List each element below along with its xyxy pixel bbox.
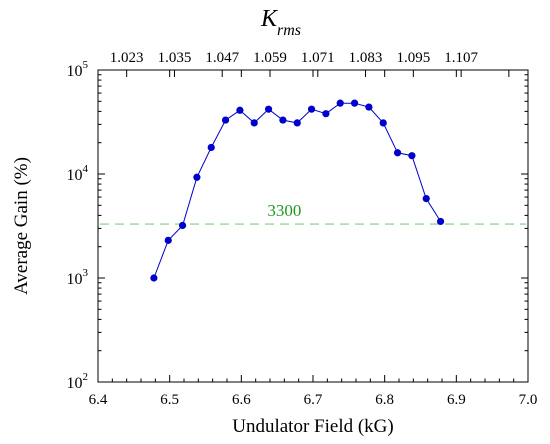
top-tick-label: 1.059 — [253, 50, 287, 66]
top-tick-label: 1.107 — [444, 50, 478, 66]
data-point — [436, 217, 445, 226]
top-tick-label: 1.035 — [158, 50, 192, 66]
y-tick-label: 104 — [67, 163, 89, 184]
data-point — [293, 119, 301, 127]
data-point — [193, 173, 201, 181]
data-point — [164, 236, 172, 244]
x-tick-label: 6.8 — [375, 392, 394, 408]
data-point — [150, 274, 158, 282]
series-line — [153, 102, 442, 279]
top-tick-labels: 1.023 1.035 1.047 1.059 1.071 1.083 1.095 1.107 — [110, 50, 479, 66]
data-point — [264, 105, 273, 113]
data-point — [350, 99, 359, 107]
x-tick-label: 7.0 — [519, 392, 538, 408]
data-point — [221, 116, 230, 124]
data-point — [379, 119, 387, 127]
x-tick-label: 6.7 — [304, 392, 323, 408]
data-point — [322, 110, 330, 118]
data-point — [408, 152, 416, 160]
y-tick-label: 102 — [67, 371, 89, 392]
data-points — [150, 99, 445, 282]
top-tick-label: 1.083 — [349, 50, 383, 66]
x-tick-label: 6.9 — [447, 392, 466, 408]
top-axis-label-subscript: rms — [277, 22, 301, 39]
axis-ticks — [97, 69, 529, 383]
data-point — [422, 195, 430, 203]
reference-line-label: 3300 — [267, 201, 301, 220]
data-point — [250, 119, 258, 127]
y-axis-label: Average Gain (%) — [11, 157, 32, 295]
x-tick-label: 6.4 — [89, 392, 108, 408]
data-point — [178, 221, 187, 230]
y-tick-labels: 102 103 104 105 — [67, 59, 89, 392]
data-point — [236, 106, 244, 114]
data-point — [207, 143, 215, 152]
top-tick-label: 1.071 — [301, 50, 335, 66]
data-point — [336, 99, 344, 107]
y-tick-label: 105 — [67, 59, 89, 80]
top-tick-label: 1.095 — [396, 50, 430, 66]
top-axis-label: Krms — [260, 6, 301, 39]
y-tick-label: 103 — [67, 267, 89, 288]
data-point — [393, 149, 402, 157]
x-tick-label: 6.6 — [232, 392, 251, 408]
x-axis-label: Undulator Field (kG) — [232, 416, 393, 437]
data-point — [365, 103, 373, 111]
data-point — [279, 116, 287, 124]
x-tick-label: 6.5 — [160, 392, 179, 408]
top-axis-label-main: K — [260, 6, 279, 32]
top-tick-label: 1.047 — [205, 50, 239, 66]
x-tick-labels: 6.4 6.5 6.6 6.7 6.8 6.9 7.0 — [89, 392, 538, 408]
data-point — [307, 105, 316, 113]
top-tick-label: 1.023 — [110, 50, 144, 66]
plot-frame — [97, 69, 529, 383]
